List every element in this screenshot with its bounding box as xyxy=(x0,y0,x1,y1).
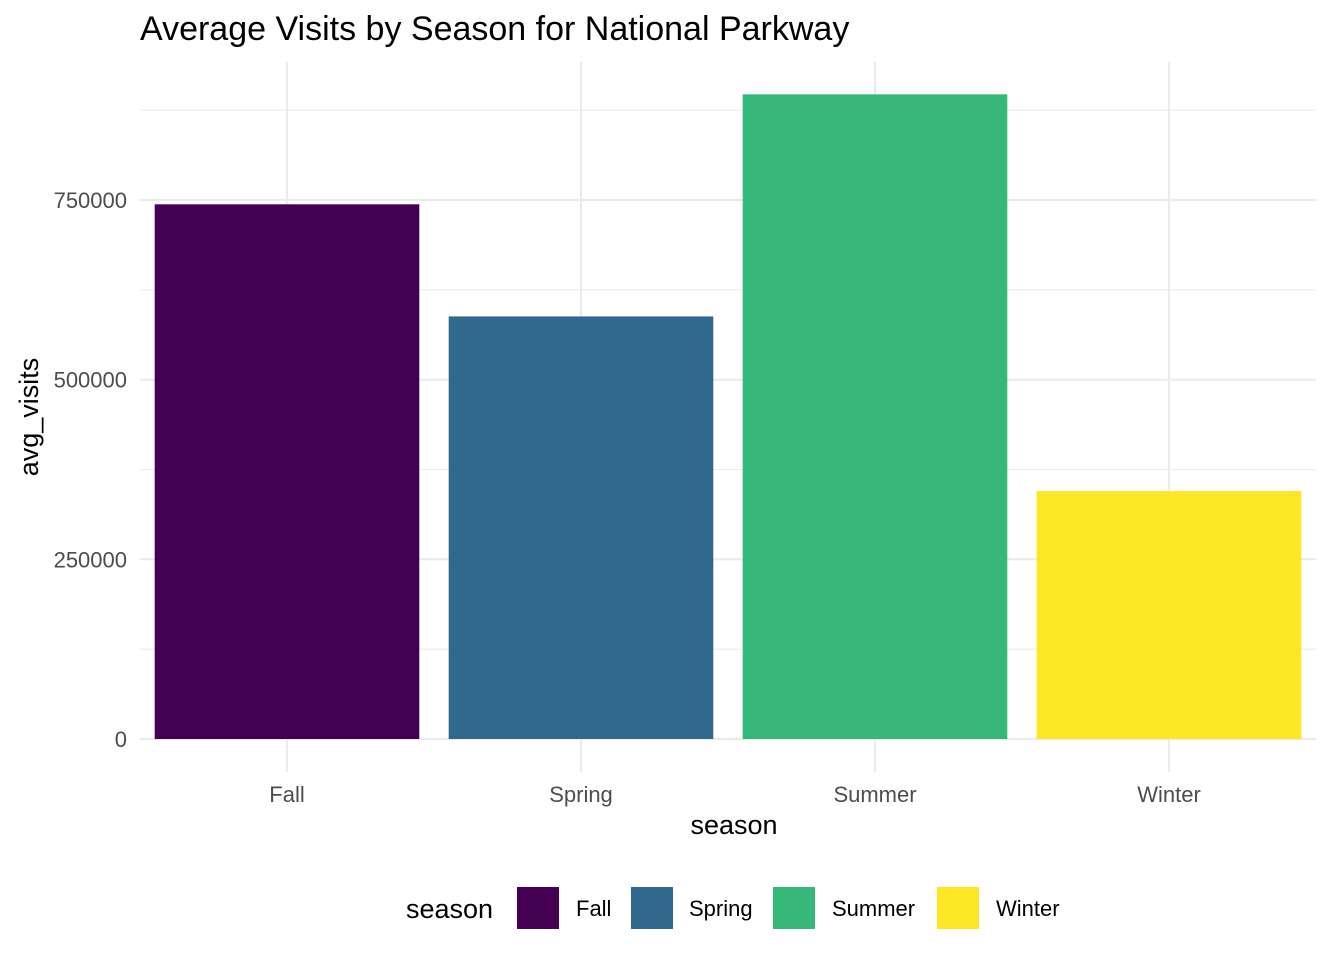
legend-key-summer xyxy=(773,887,815,929)
y-axis-ticks: 0 250000 500000 750000 xyxy=(54,188,127,752)
legend-label: Fall xyxy=(576,896,611,921)
bar-fall xyxy=(154,204,420,739)
legend-key-spring xyxy=(631,887,673,929)
x-tick-label: Fall xyxy=(269,782,304,807)
x-tick-label: Summer xyxy=(833,782,916,807)
y-axis-title: avg_visits xyxy=(14,358,44,477)
y-tick-label: 750000 xyxy=(54,188,127,213)
legend-title: season xyxy=(406,894,493,924)
bars xyxy=(154,94,1302,739)
y-tick-label: 500000 xyxy=(54,368,127,393)
legend: season Fall Spring Summer Winter xyxy=(406,887,1060,929)
y-tick-label: 0 xyxy=(115,727,127,752)
chart-title: Average Visits by Season for National Pa… xyxy=(140,10,849,48)
y-tick-label: 250000 xyxy=(54,547,127,572)
x-axis-title: season xyxy=(690,810,777,840)
bar-spring xyxy=(448,316,714,739)
bar-summer xyxy=(742,94,1008,739)
x-tick-label: Winter xyxy=(1137,782,1201,807)
x-tick-label: Spring xyxy=(549,782,613,807)
bar-winter xyxy=(1036,491,1302,739)
legend-label: Winter xyxy=(996,896,1060,921)
legend-key-winter xyxy=(937,887,979,929)
x-axis-ticks: Fall Spring Summer Winter xyxy=(269,782,1201,807)
legend-label: Summer xyxy=(832,896,915,921)
legend-label: Spring xyxy=(689,896,753,921)
legend-key-fall xyxy=(517,887,559,929)
